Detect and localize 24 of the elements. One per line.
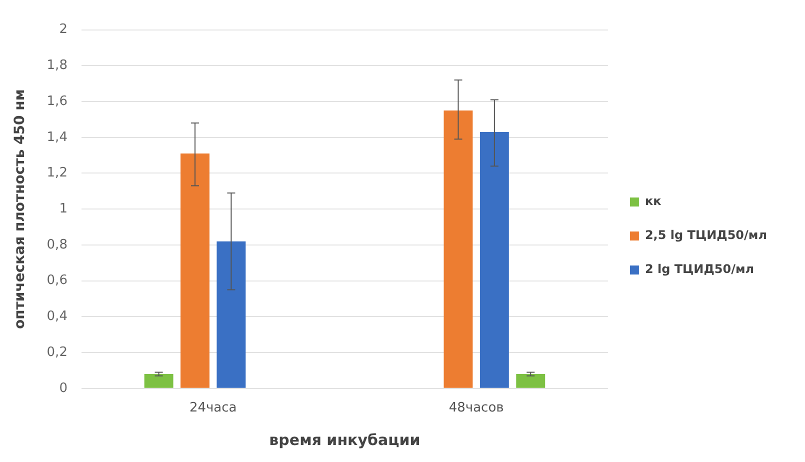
y-tick-label: 1,4 xyxy=(46,130,68,145)
y-tick-label: 1,2 xyxy=(46,166,68,181)
y-tick-label: 0 xyxy=(59,380,68,396)
y-tick-label: 1,6 xyxy=(46,94,68,109)
bar xyxy=(216,241,246,388)
y-tick-label: 0,8 xyxy=(46,237,68,252)
y-tick-label: 1,8 xyxy=(46,58,68,74)
x-tick-label: 24часа xyxy=(189,400,237,416)
bar xyxy=(444,110,473,388)
legend-label: кк xyxy=(644,194,662,208)
y-tick-label: 0,6 xyxy=(46,273,68,288)
bar xyxy=(480,132,509,388)
y-tick-label: 0,4 xyxy=(46,309,68,324)
y-axis-title: оптическая плотность 450 нм xyxy=(12,89,28,329)
legend-label: 2,5 lg ТЦИД50/мл xyxy=(644,228,767,242)
bar xyxy=(144,374,174,388)
bar xyxy=(180,154,210,388)
x-tick-label: 48часов xyxy=(448,400,504,416)
bar xyxy=(516,374,546,388)
legend-label: 2 lg ТЦИД50/мл xyxy=(644,262,754,276)
y-tick-label: 2 xyxy=(59,22,68,38)
y-tick-label: 1 xyxy=(59,201,68,216)
x-axis-title: время инкубации xyxy=(269,430,420,449)
y-tick-label: 0,2 xyxy=(46,344,68,360)
